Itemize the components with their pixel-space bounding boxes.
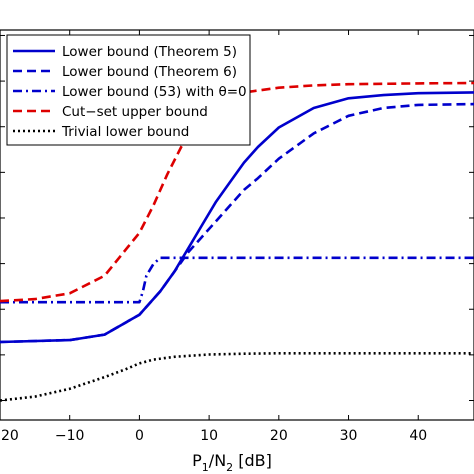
x-tick-label: 0 (135, 428, 144, 444)
x-tick-label: 20 (270, 428, 288, 444)
series-line-3 (0, 256, 474, 304)
x-axis-label: P1/N2 [dB] (192, 451, 272, 474)
x-axis-label-part: [dB] (233, 451, 272, 470)
x-axis-label-part: P (192, 451, 202, 470)
x-tick-label: 20 (1, 428, 19, 444)
legend-label: Trivial lower bound (61, 124, 189, 140)
x-tick-label: 10 (200, 428, 218, 444)
x-axis-label-part: /N (209, 451, 226, 470)
x-tick-label: −10 (55, 428, 85, 444)
plot-frame (0, 29, 474, 421)
plot-axes: 20 −10 0 10 20 30 40 (0, 29, 474, 444)
legend: Lower bound (Theorem 5) Lower bound (Theo… (6, 34, 251, 146)
series-line-2 (0, 102, 474, 344)
legend-label: Lower bound (Theorem 5) (62, 44, 237, 60)
series-line-5 (0, 352, 474, 402)
x-tick-label: 30 (340, 428, 358, 444)
series-line-1 (0, 91, 474, 344)
x-axis-label-part: 1 (202, 461, 209, 474)
legend-box (6, 34, 251, 146)
x-axis-label-part: 2 (226, 461, 233, 474)
legend-label: Lower bound (Theorem 6) (62, 64, 237, 80)
legend-label: Lower bound (53) with θ=0 (62, 84, 247, 100)
x-tick-label: 40 (409, 428, 427, 444)
legend-label: Cut−set upper bound (62, 104, 208, 120)
